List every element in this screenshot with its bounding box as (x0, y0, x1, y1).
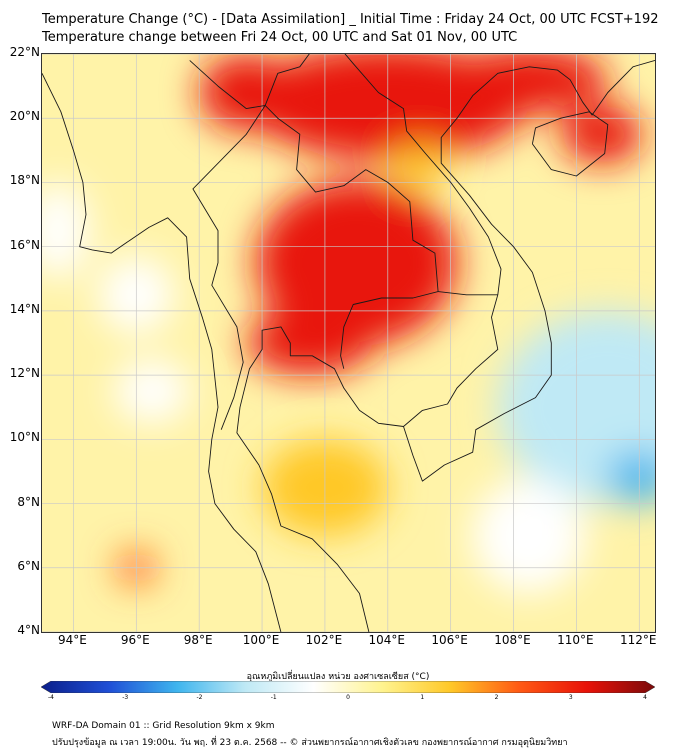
boundary-line-7 (438, 291, 498, 296)
latitude-label: 22°N (9, 45, 40, 59)
colorbar-title: อุณหภูมิเปลี่ยนแปลง หน่วย องศาเซลเซียส (… (246, 672, 430, 682)
colorbar-tick-label: -4 (48, 694, 54, 701)
longitude-label: 110°E (557, 633, 594, 647)
anomaly-region-2 (246, 310, 373, 376)
latitude-label: 20°N (9, 109, 40, 124)
colorbar-tick-label: 2 (494, 694, 499, 701)
boundary-line-5 (340, 291, 439, 369)
boundary-line-6 (344, 54, 502, 427)
anomaly-region-11 (472, 477, 586, 594)
latitude-label: 4°N (17, 623, 40, 637)
anomaly-region-10 (607, 452, 655, 504)
latitude-label: 10°N (9, 430, 40, 445)
boundary-line-0 (42, 73, 282, 632)
longitude-label: 112°E (620, 633, 657, 647)
longitude-label: 94°E (57, 633, 87, 647)
figure-subtitle: Temperature change between Fri 24 Oct, 0… (42, 30, 518, 45)
anomaly-region-6 (42, 182, 90, 279)
credit-line: ปรับปรุงข้อมูล ณ เวลา 19:00น. วัน พฤ. ที… (52, 738, 568, 748)
colorbar (41, 681, 655, 693)
temperature-change-map (42, 54, 655, 632)
longitude-label: 106°E (431, 633, 468, 647)
colorbar-tick-label: -2 (196, 694, 203, 701)
longitude-label: 104°E (368, 633, 406, 647)
boundary-line-1 (236, 59, 655, 632)
boundary-line-8 (264, 54, 310, 106)
figure-title: Temperature Change (°C) - [Data Assimila… (42, 12, 659, 27)
anomaly-region-4 (450, 54, 608, 112)
latitude-label: 14°N (9, 301, 40, 316)
anomaly-region-0 (255, 179, 457, 347)
longitude-label: 108°E (494, 633, 531, 647)
longitude-label: 100°E (242, 633, 280, 647)
colorbar-tick-label: 0 (346, 694, 350, 701)
colorbar-tick-label: 3 (568, 694, 573, 701)
anomaly-region-12 (394, 143, 445, 189)
boundary-line-3 (189, 60, 266, 430)
latitude-label: 18°N (9, 173, 40, 188)
colorbar-tick-label: -3 (122, 694, 129, 701)
colorbar-tick-label: 4 (643, 694, 647, 701)
latitude-label: 8°N (17, 494, 40, 509)
map-panel (41, 53, 656, 633)
colorbar-tick-label: 1 (420, 694, 425, 701)
latitude-label: 16°N (9, 237, 40, 252)
boundary-line-4 (264, 105, 439, 292)
model-info: WRF-DA Domain 01 :: Grid Resolution 9km … (52, 721, 275, 731)
latitude-label: 6°N (17, 558, 40, 573)
anomaly-region-5 (560, 105, 643, 164)
colorbar-tick-label: -1 (270, 694, 277, 701)
boundary-line-2 (531, 111, 609, 177)
longitude-label: 98°E (183, 633, 213, 647)
latitude-label: 12°N (9, 366, 40, 381)
longitude-label: 96°E (120, 633, 150, 647)
anomaly-region-7 (114, 359, 190, 424)
longitude-label: 102°E (305, 633, 343, 647)
anomaly-region-3 (199, 54, 294, 132)
